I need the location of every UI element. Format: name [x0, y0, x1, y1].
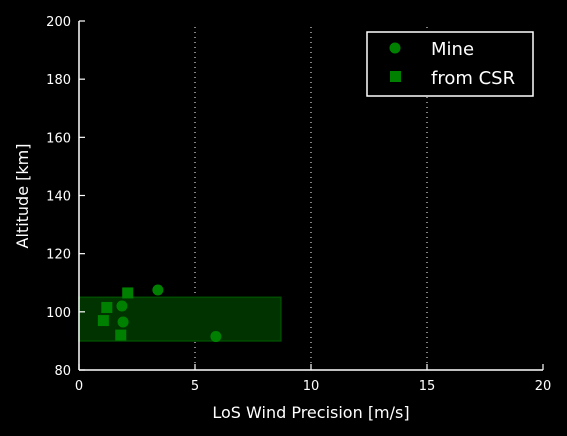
y-tick-label-160: 160 [46, 131, 71, 146]
y-ticks: 80 100 120 140 160 180 200 [46, 15, 85, 379]
y-tick-label-100: 100 [46, 306, 71, 321]
shaded-region [78, 296, 282, 342]
x-tick-label-20: 20 [535, 379, 552, 394]
y-axis-label: Altitude [km] [13, 144, 32, 249]
point-mine-1 [116, 300, 128, 312]
legend-marker-csr [390, 71, 401, 82]
x-tick-label-5: 5 [191, 379, 199, 394]
data-points [97, 284, 222, 343]
y-tick-label-80: 80 [54, 364, 71, 379]
point-csr-1 [101, 301, 113, 313]
point-csr-0 [122, 287, 134, 299]
x-tick-label-10: 10 [303, 379, 320, 394]
y-tick-label-140: 140 [46, 190, 71, 205]
y-tick-label-200: 200 [46, 15, 71, 30]
x-ticks: 0 5 10 15 20 [75, 364, 551, 394]
y-tick-label-120: 120 [46, 248, 71, 263]
point-csr-2 [97, 315, 109, 327]
legend-marker-mine [389, 42, 401, 54]
point-mine-2 [117, 316, 129, 328]
legend-label-csr: from CSR [431, 68, 515, 89]
legend-label-mine: Mine [431, 39, 474, 60]
x-tick-label-15: 15 [419, 379, 436, 394]
point-csr-3 [115, 329, 127, 341]
y-tick-label-180: 180 [46, 73, 71, 88]
point-mine-0 [152, 284, 164, 296]
legend: Mine from CSR [366, 31, 534, 97]
x-tick-label-0: 0 [75, 379, 83, 394]
x-axis-label: LoS Wind Precision [m/s] [212, 403, 409, 422]
point-mine-3 [210, 331, 222, 343]
